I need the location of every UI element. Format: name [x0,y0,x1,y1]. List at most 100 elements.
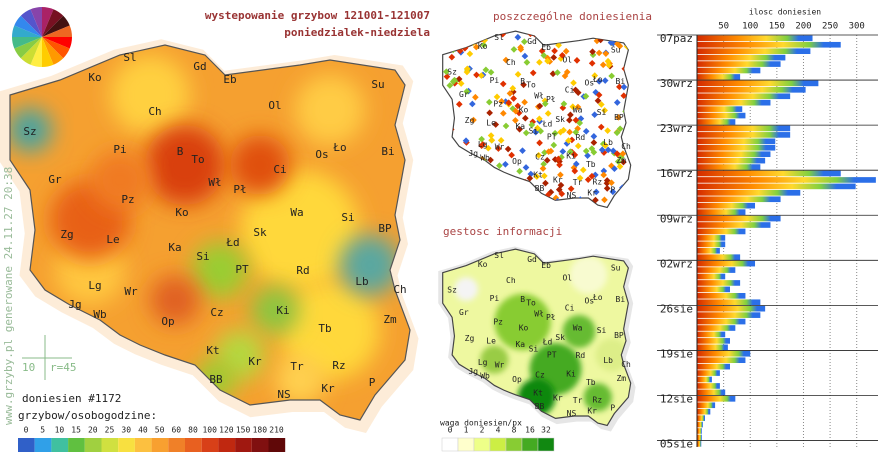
density-title: gestosc informacji [443,225,562,238]
region-label: Tb [586,160,596,169]
report-dot [598,146,606,154]
report-dot [514,102,522,110]
report-dot [451,163,458,171]
report-dot [506,90,514,97]
legend-swatch [68,438,85,452]
region-label: Wł [208,176,221,189]
border [442,248,632,427]
bar [697,408,711,415]
region-label: Jg [468,367,478,376]
region-label: Rd [296,264,309,277]
report-dot [522,129,530,137]
region-label: Ło [332,141,346,154]
region-label: Wa [573,106,583,115]
legend-swatch [168,438,185,452]
x-tick-label: 50 [718,22,729,32]
report-dot [508,151,515,159]
legend-value: 180 [253,426,268,435]
bar [697,202,756,209]
y-tick-label: 05sie [660,438,693,451]
region-label: Pi [490,294,500,303]
heat-blob [230,135,290,195]
region-label: Ch [506,58,516,67]
wheel-wedge [14,37,42,59]
bar [697,331,726,338]
density-swatch [537,437,555,452]
region-label: Sl [494,251,504,260]
region-label: Sz [447,286,457,295]
region-label: Rd [576,351,586,360]
bar [697,80,819,87]
bar [697,235,726,241]
region-label: Bi [616,77,626,86]
region-label: Gd [527,37,537,46]
region-label: Kr [553,394,563,403]
region-label: Ki [566,152,576,161]
bar [697,215,781,222]
region-label: BP [614,331,624,340]
report-dot [600,167,608,175]
legend-value: 210 [269,426,284,435]
report-dot [570,79,577,87]
report-dot [467,162,475,170]
region-label: Lg [88,279,101,292]
density-blob [569,256,608,294]
region-label: Op [512,375,522,384]
y-tick-label: 19sie [660,347,693,360]
report-dot [541,172,548,180]
region-label: Ch [506,276,516,285]
wheel-wedge [42,25,72,37]
bar [697,247,720,254]
region-label: B [520,295,525,304]
wheel-wedge [42,37,70,59]
report-dot [442,190,449,197]
report-dot [608,72,615,80]
region-label: Rz [332,359,345,372]
report-dot [572,128,580,136]
bar [697,119,736,125]
legend-value: 25 [105,426,115,435]
region-label: Kr [553,176,563,185]
bar [697,138,776,145]
bar [697,48,811,55]
report-dot [561,72,569,80]
region-label: Pz [493,318,503,327]
region-label: Pi [113,143,126,156]
region-label: Ki [276,304,289,317]
region-label: NS [567,409,577,418]
region-label: Cz [535,153,545,162]
bar [697,67,761,74]
region-label: Ło [592,293,603,302]
density-blob [494,293,551,351]
report-dot [599,61,607,69]
region-label: Ol [268,99,281,112]
report-dot [443,195,451,203]
bar [697,87,806,93]
report-dot [536,58,543,66]
report-dot [472,43,480,51]
report-dot [445,188,453,196]
bar [697,402,716,409]
density-swatch [521,437,539,452]
bar [697,357,746,364]
report-dot [522,181,530,189]
wheel-wedge [12,25,42,37]
heat-blob [280,280,380,380]
region-label: Wł [534,92,544,101]
report-dot [496,162,503,169]
region-label: Si [341,211,354,224]
bar [697,93,791,100]
bar [697,241,726,248]
heat-blob [192,242,248,298]
wheel-wedge [12,37,42,49]
region-label: Rz [593,178,603,187]
bar [697,183,856,190]
region-label: Os [315,148,328,161]
legend-swatch [34,438,52,452]
region-label: PT [547,132,557,141]
bar [697,132,791,138]
legend-value: 15 [71,426,81,435]
bar [697,106,743,112]
bar [697,209,746,215]
region-label: Sl [494,33,504,42]
